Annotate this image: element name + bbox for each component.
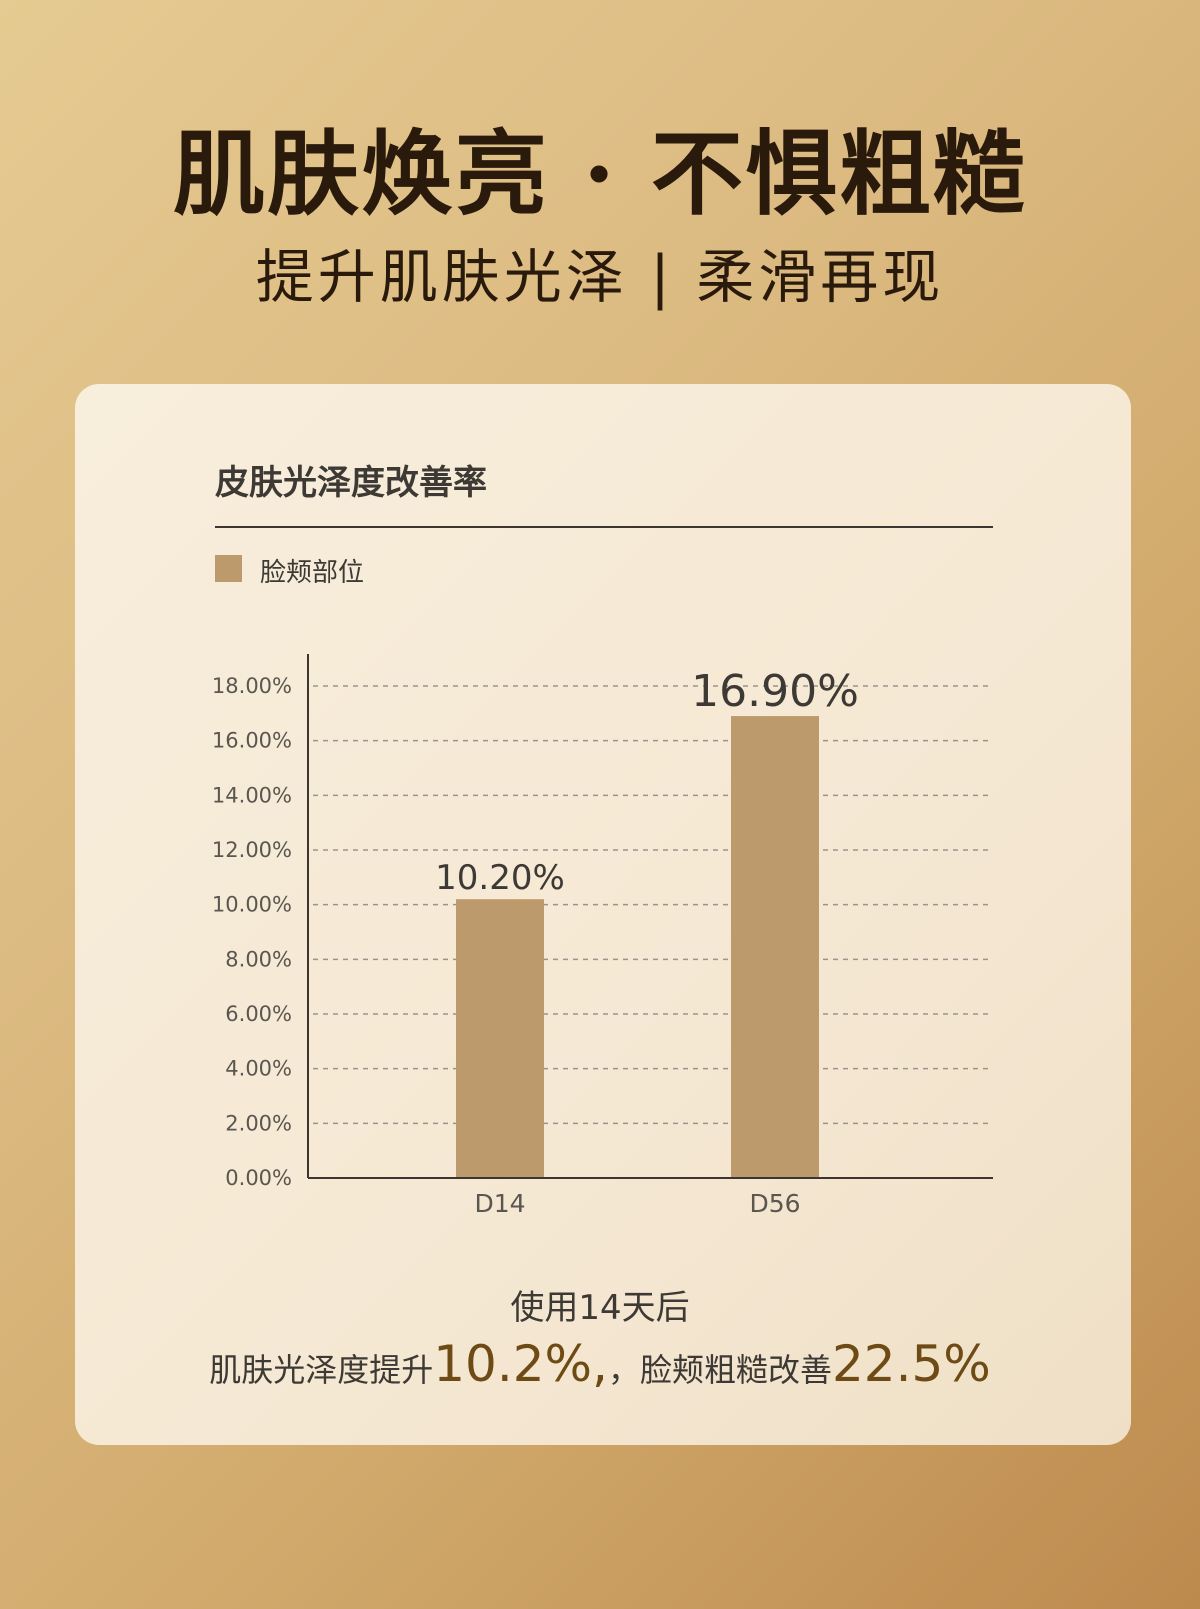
page-subtitle: 提升肌肤光泽 | 柔滑再现 (255, 243, 945, 311)
y-tick-label: 10.00% (212, 893, 292, 917)
legend-swatch (215, 555, 242, 582)
footnote-period: 使用14天后 (510, 1288, 690, 1328)
divider (215, 526, 993, 528)
page-title: 肌肤焕亮 · 不惧粗糙 (172, 120, 1028, 228)
x-tick-label: D14 (474, 1189, 525, 1218)
footnote-results: 肌肤光泽度提升10.2%,，脸颊粗糙改善22.5% (0, 1335, 1200, 1393)
y-tick-label: 12.00% (212, 838, 292, 862)
chart-card (75, 384, 1131, 1445)
result-value-gloss: 10.2%, (433, 1335, 608, 1393)
result-text-b: ，脸颊粗糙改善 (607, 1351, 832, 1389)
bar (731, 716, 819, 1178)
bar-value-label: 10.20% (435, 858, 565, 898)
result-text-a: 肌肤光泽度提升 (209, 1351, 434, 1389)
y-tick-label: 2.00% (225, 1111, 292, 1135)
y-tick-label: 0.00% (225, 1166, 292, 1190)
y-tick-label: 18.00% (212, 674, 292, 698)
y-tick-label: 16.00% (212, 729, 292, 753)
bar-value-label: 16.90% (691, 666, 859, 717)
x-tick-label: D56 (749, 1189, 800, 1218)
result-value-roughness: 22.5% (831, 1335, 991, 1393)
y-tick-label: 8.00% (225, 947, 292, 971)
y-tick-label: 6.00% (225, 1002, 292, 1026)
y-tick-label: 4.00% (225, 1057, 292, 1081)
bar (456, 899, 544, 1178)
chart-title: 皮肤光泽度改善率 (215, 463, 487, 503)
y-tick-label: 14.00% (212, 783, 292, 807)
legend-label: 脸颊部位 (260, 558, 365, 588)
